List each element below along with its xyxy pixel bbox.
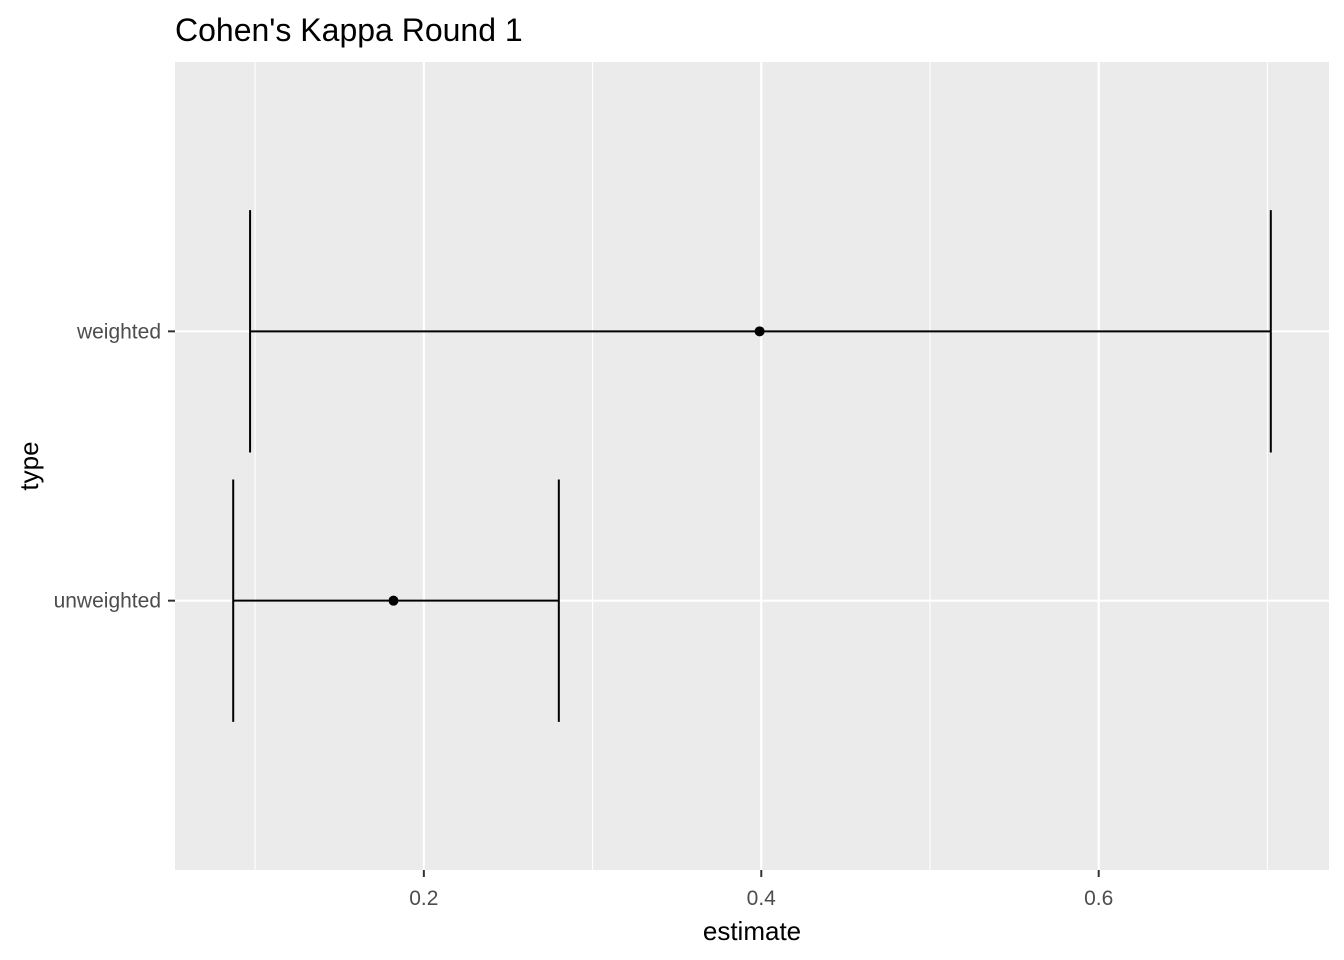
y-tick-label-unweighted: unweighted [54,590,161,613]
y-axis-title: type [14,441,44,490]
minor-gridlines [254,62,1268,870]
estimate-point-unweighted [388,595,399,606]
x-tick-label-2: 0.6 [1084,887,1113,910]
errorbar-marks [232,210,1272,722]
y-axis: unweighted weighted [54,320,175,613]
chart-title: Cohen's Kappa Round 1 [175,12,523,48]
x-tick-label-1: 0.4 [747,887,777,910]
x-axis: 0.2 0.4 0.6 [409,870,1113,910]
errorbar-weighted [249,210,1272,453]
errorbar-unweighted [232,479,560,722]
x-axis-title: estimate [703,916,801,946]
y-tick-label-weighted: weighted [76,320,161,343]
plot-panel [175,62,1329,870]
x-tick-label-0: 0.2 [409,887,438,910]
estimate-point-weighted [754,326,765,337]
